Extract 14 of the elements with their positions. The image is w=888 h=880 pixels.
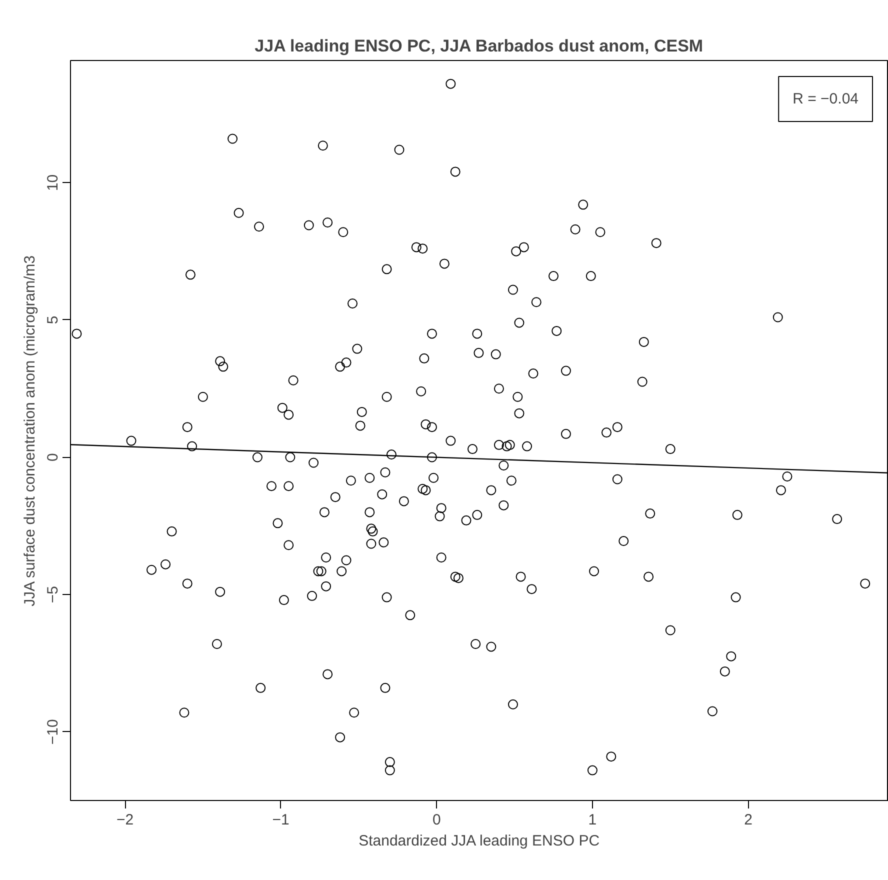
x-tick-label: −1 bbox=[272, 812, 290, 828]
y-tick-label: 0 bbox=[44, 453, 62, 462]
x-tick-label: −2 bbox=[116, 812, 134, 828]
x-tick-label: 1 bbox=[588, 812, 597, 828]
x-axis-title: Standardized JJA leading ENSO PC bbox=[358, 832, 600, 850]
y-tick-label: 10 bbox=[44, 174, 62, 192]
y-axis-title: JJA surface dust concentration anom (microgram/m3 bbox=[22, 255, 38, 606]
x-tick-label: 2 bbox=[744, 812, 752, 828]
y-tick-label: −10 bbox=[44, 719, 62, 745]
x-tick-label: 0 bbox=[432, 812, 441, 828]
chart-title: JJA leading ENSO PC, JJA Barbados dust anom, CESM bbox=[254, 36, 704, 56]
y-tick-label: 5 bbox=[44, 316, 62, 324]
y-tick-label: −5 bbox=[44, 586, 62, 604]
annotation: R = −0.04 bbox=[792, 90, 859, 108]
